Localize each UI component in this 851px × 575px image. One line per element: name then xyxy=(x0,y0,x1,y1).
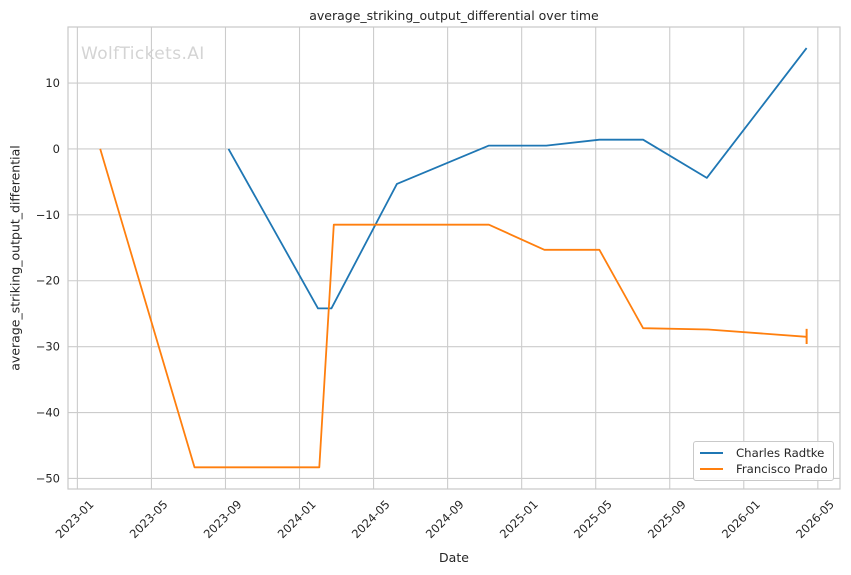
x-tick-label: 2026-01 xyxy=(719,497,763,541)
x-tick-label: 2026-05 xyxy=(793,497,837,541)
chart-title: average_striking_output_differential ove… xyxy=(309,8,599,23)
y-tick-label: −20 xyxy=(36,274,60,288)
series-line-charles-radtke xyxy=(227,47,808,310)
x-tick-label: 2025-05 xyxy=(571,497,615,541)
x-tick-label: 2024-01 xyxy=(275,497,319,541)
x-axis-label: Date xyxy=(439,550,469,565)
legend-item-francisco-prado: Francisco Prado xyxy=(700,461,828,477)
x-tick-label: 2025-01 xyxy=(497,497,541,541)
x-tick-label: 2023-01 xyxy=(53,497,97,541)
x-tick-label: 2025-09 xyxy=(645,497,689,541)
y-axis-label: average_striking_output_differential xyxy=(7,145,23,371)
watermark: WolfTickets.AI xyxy=(81,44,205,64)
x-tick-label: 2023-09 xyxy=(201,497,245,541)
y-tick-label: 0 xyxy=(53,142,60,156)
legend-line-swatch-orange xyxy=(700,468,723,470)
axes-spines xyxy=(67,26,841,490)
x-tick-label: 2023-05 xyxy=(127,497,171,541)
y-tick-label: 10 xyxy=(45,76,60,90)
y-tick-label: −10 xyxy=(36,208,60,222)
x-tick-label: 2024-09 xyxy=(423,497,467,541)
y-tick-label: −30 xyxy=(36,340,60,354)
legend-line-swatch-blue xyxy=(700,452,723,454)
legend-item-charles-radtke: Charles Radtke xyxy=(700,445,827,461)
y-tick-label: −40 xyxy=(36,406,60,420)
series-line-francisco-prado xyxy=(99,148,807,469)
x-tick-label: 2024-05 xyxy=(349,497,393,541)
legend: Charles Radtke Francisco Prado xyxy=(693,441,834,481)
y-tick-label: −50 xyxy=(36,471,60,485)
legend-label: Charles Radtke xyxy=(736,446,825,460)
legend-label: Francisco Prado xyxy=(736,462,828,476)
